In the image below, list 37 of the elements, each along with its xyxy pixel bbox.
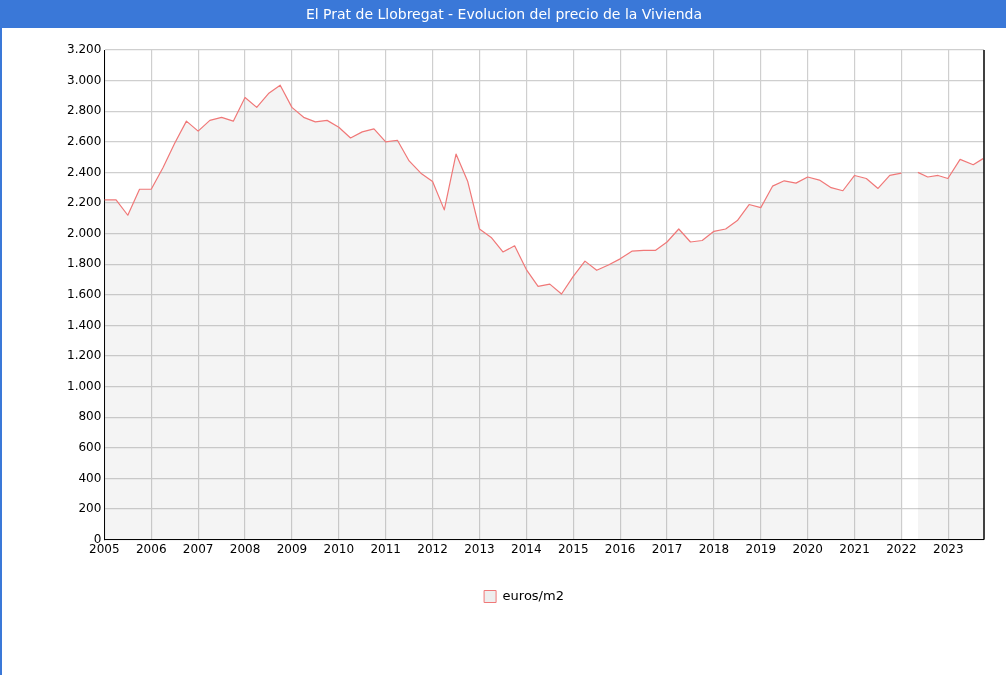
y-tick-label: 3.200 [66, 42, 102, 57]
y-tick-label: 400 [78, 470, 102, 485]
y-tick-label: 1.400 [66, 317, 102, 332]
x-tick-label: 2022 [886, 541, 917, 556]
y-tick-label: 1.600 [66, 286, 102, 301]
y-tick-label: 600 [78, 439, 102, 454]
x-tick-label: 2013 [464, 541, 495, 556]
x-tick-label: 2014 [511, 541, 542, 556]
x-tick-label: 2017 [651, 541, 683, 556]
x-tick-label: 2010 [323, 541, 355, 556]
x-tick-label: 2008 [229, 541, 261, 556]
y-tick-label: 2.200 [66, 195, 102, 210]
chart-title: El Prat de Llobregat - Evolucion del precio de la Vivienda [2, 0, 1006, 28]
y-tick-label: 1.000 [66, 378, 102, 393]
x-tick-label: 2021 [839, 541, 870, 556]
x-tick-label: 2020 [792, 541, 823, 556]
legend-label: euros/m2 [502, 587, 564, 603]
x-tick-label: 2015 [557, 541, 589, 556]
y-tick-label: 2.800 [66, 103, 102, 118]
x-tick-label: 2012 [417, 541, 448, 556]
y-tick-label: 3.000 [66, 72, 102, 87]
x-tick-label: 2005 [89, 541, 120, 556]
x-tick-label: 2007 [182, 541, 214, 556]
y-tick-label: 1.200 [66, 348, 102, 363]
y-tick-label: 2.000 [66, 225, 102, 240]
x-tick-label: 2006 [135, 541, 167, 556]
y-tick-label: 2.400 [66, 164, 102, 179]
x-tick-label: 2023 [933, 541, 964, 556]
y-tick-label: 200 [78, 501, 102, 516]
y-tick-label: 2.600 [66, 133, 102, 148]
x-tick-label: 2011 [370, 541, 401, 556]
x-tick-label: 2009 [276, 541, 308, 556]
x-tick-label: 2016 [604, 541, 636, 556]
y-tick-label: 1.800 [66, 256, 102, 271]
y-tick-label: 800 [78, 409, 102, 424]
x-tick-label: 2019 [745, 541, 777, 556]
x-tick-label: 2018 [698, 541, 730, 556]
